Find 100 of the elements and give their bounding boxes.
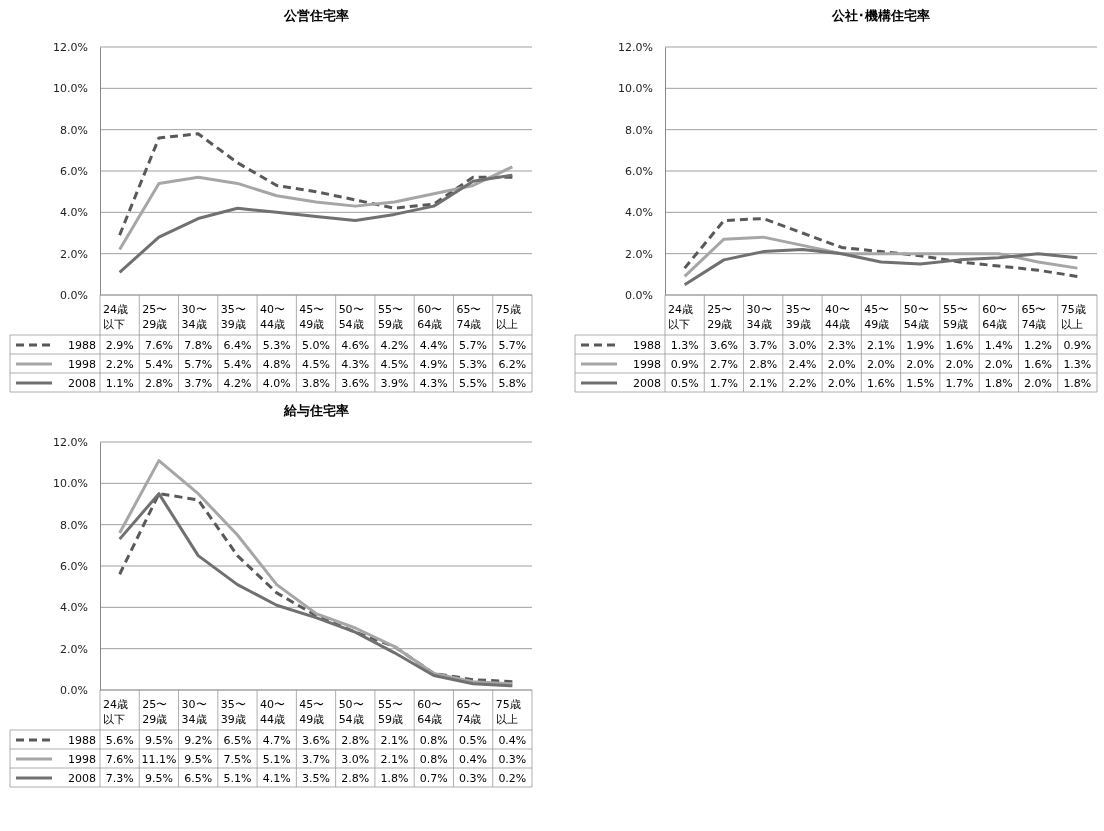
data-label: 6.5% xyxy=(184,772,213,785)
data-label: 3.6% xyxy=(341,377,370,390)
x-tick-label: 24歳以下 xyxy=(103,303,128,331)
data-label: 1.3% xyxy=(670,339,699,352)
x-tick-label: 30〜34歳 xyxy=(181,303,207,331)
data-label: 2.7% xyxy=(709,358,738,371)
y-tick-label: 4.0% xyxy=(625,206,653,220)
data-label: 5.4% xyxy=(144,358,173,371)
data-label: 1.9% xyxy=(906,339,935,352)
y-tick-label: 6.0% xyxy=(60,165,88,179)
legend-label: 1988 xyxy=(68,339,96,352)
data-label: 0.9% xyxy=(1063,339,1092,352)
x-tick-label: 35〜39歳 xyxy=(785,303,811,331)
y-tick-label: 0.0% xyxy=(625,289,653,303)
data-label: 6.4% xyxy=(223,339,252,352)
data-label: 5.4% xyxy=(223,358,252,371)
data-label: 1.1% xyxy=(105,377,134,390)
chart-title: 公社･機構住宅率 xyxy=(831,8,930,23)
x-tick-label: 25〜29歳 xyxy=(142,303,168,331)
data-label: 2.9% xyxy=(105,339,134,352)
data-label: 6.5% xyxy=(223,734,252,747)
data-label: 5.6% xyxy=(105,734,134,747)
legend-label: 1988 xyxy=(633,339,661,352)
data-label: 4.0% xyxy=(262,377,291,390)
data-label: 2.3% xyxy=(827,339,856,352)
data-label: 1.8% xyxy=(984,377,1013,390)
y-tick-label: 4.0% xyxy=(60,206,88,220)
data-label: 1.5% xyxy=(906,377,935,390)
y-tick-label: 8.0% xyxy=(625,123,653,137)
data-label: 9.2% xyxy=(184,734,213,747)
data-label: 2.8% xyxy=(144,377,173,390)
data-label: 0.7% xyxy=(419,772,448,785)
data-label: 2.1% xyxy=(749,377,778,390)
data-label: 4.6% xyxy=(341,339,370,352)
chart-title: 公営住宅率 xyxy=(282,8,349,23)
data-label: 5.7% xyxy=(498,339,527,352)
data-label: 5.0% xyxy=(302,339,330,352)
y-tick-label: 6.0% xyxy=(60,560,88,574)
x-tick-label: 65〜74歳 xyxy=(456,303,482,331)
data-label: 2.0% xyxy=(827,358,856,371)
data-label: 9.5% xyxy=(184,753,213,766)
data-label: 3.5% xyxy=(302,772,330,785)
data-label: 4.3% xyxy=(341,358,370,371)
x-tick-label: 35〜39歳 xyxy=(220,303,246,331)
data-label: 2.0% xyxy=(906,358,935,371)
data-label: 4.7% xyxy=(262,734,291,747)
x-tick-label: 60〜64歳 xyxy=(417,698,443,726)
x-tick-label: 40〜44歳 xyxy=(825,303,851,331)
x-tick-label: 30〜34歳 xyxy=(181,698,207,726)
data-label: 5.3% xyxy=(459,358,488,371)
data-label: 11.1% xyxy=(141,753,177,766)
data-label: 0.8% xyxy=(419,734,448,747)
data-label: 4.2% xyxy=(223,377,252,390)
data-label: 4.5% xyxy=(380,358,409,371)
data-label: 3.0% xyxy=(788,339,817,352)
data-label: 4.3% xyxy=(419,377,448,390)
y-tick-label: 10.0% xyxy=(53,477,88,491)
data-label: 4.2% xyxy=(380,339,409,352)
x-tick-label: 60〜64歳 xyxy=(417,303,443,331)
x-tick-label: 45〜49歳 xyxy=(299,698,325,726)
y-tick-label: 12.0% xyxy=(53,436,88,450)
x-tick-label: 35〜39歳 xyxy=(220,698,246,726)
data-label: 2.8% xyxy=(341,772,370,785)
data-label: 3.6% xyxy=(302,734,330,747)
x-tick-label: 30〜34歳 xyxy=(746,303,772,331)
y-tick-label: 10.0% xyxy=(53,82,88,96)
data-label: 7.3% xyxy=(105,772,134,785)
data-label: 5.3% xyxy=(262,339,291,352)
x-tick-label: 24歳以下 xyxy=(668,303,693,331)
y-tick-label: 2.0% xyxy=(60,247,88,261)
data-label: 6.2% xyxy=(498,358,527,371)
data-label: 1.8% xyxy=(1063,377,1092,390)
y-tick-label: 12.0% xyxy=(53,41,88,55)
data-label: 4.8% xyxy=(262,358,291,371)
data-label: 7.6% xyxy=(105,753,134,766)
data-label: 1.2% xyxy=(1024,339,1053,352)
x-tick-label: 75歳以上 xyxy=(1060,303,1086,331)
data-label: 3.7% xyxy=(184,377,213,390)
data-label: 2.2% xyxy=(788,377,817,390)
x-tick-label: 50〜54歳 xyxy=(338,698,364,726)
data-label: 5.1% xyxy=(262,753,291,766)
x-tick-label: 60〜64歳 xyxy=(982,303,1008,331)
y-tick-label: 2.0% xyxy=(625,247,653,261)
data-label: 0.4% xyxy=(459,753,488,766)
data-label: 2.1% xyxy=(380,734,409,747)
y-tick-label: 4.0% xyxy=(60,601,88,615)
x-tick-label: 24歳以下 xyxy=(103,698,128,726)
x-tick-label: 45〜49歳 xyxy=(299,303,325,331)
data-label: 3.8% xyxy=(302,377,330,390)
data-label: 2.2% xyxy=(105,358,134,371)
x-tick-label: 55〜59歳 xyxy=(942,303,968,331)
data-label: 1.6% xyxy=(867,377,895,390)
x-tick-label: 75歳以上 xyxy=(495,698,521,726)
data-label: 1.3% xyxy=(1063,358,1092,371)
data-label: 5.7% xyxy=(184,358,213,371)
data-label: 2.8% xyxy=(341,734,370,747)
y-tick-label: 2.0% xyxy=(60,642,88,656)
data-label: 2.0% xyxy=(867,358,895,371)
legend-label: 2008 xyxy=(633,377,661,390)
legend-label: 2008 xyxy=(68,377,96,390)
